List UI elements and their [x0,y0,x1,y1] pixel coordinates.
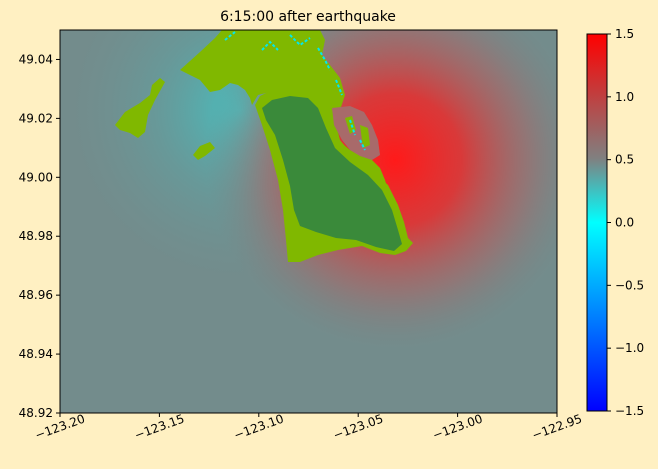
colorbar-tick-label: 0.0 [615,216,634,230]
peninsula-lake [316,239,328,247]
y-tick-label: 48.96 [19,288,53,302]
y-tick-label: 49.02 [19,111,53,125]
y-tick-label: 48.94 [19,347,53,361]
x-axis: −123.20 −123.15 −123.10 −123.05 −123.00 −122.… [33,412,584,443]
harbour-pier-2 [360,125,370,148]
y-tick-label: 49.04 [19,52,53,66]
colorbar-tick-label: 0.5 [615,153,634,167]
chart-title: 6:15:00 after earthquake [220,9,396,25]
plot-area [60,30,557,413]
colorbar-tick-label: −1.0 [615,341,644,355]
y-tick-label: 49.00 [19,170,53,184]
y-tick-label: 48.92 [19,406,53,420]
axes-frame [59,29,558,414]
inner-harbour [332,106,380,160]
colorbar-tick-label: 1.0 [615,90,634,104]
colorbar-axis: −1.5 −1.0 −0.5 0.0 0.5 1.0 1.5 [607,27,644,418]
land-small-islet [193,142,215,160]
colorbar-tick-label: 1.5 [615,27,634,41]
colorbar-tick-label: −0.5 [615,278,644,292]
peninsula-interior [262,96,402,251]
land-west-point [115,78,165,138]
y-tick-label: 48.98 [19,229,53,243]
colorbar [586,33,608,412]
cyan-shoreline [224,31,366,151]
colorbar-tick-label: −1.5 [615,404,644,418]
y-axis: 48.92 48.94 48.96 48.98 49.00 49.02 49.04 [19,52,60,420]
